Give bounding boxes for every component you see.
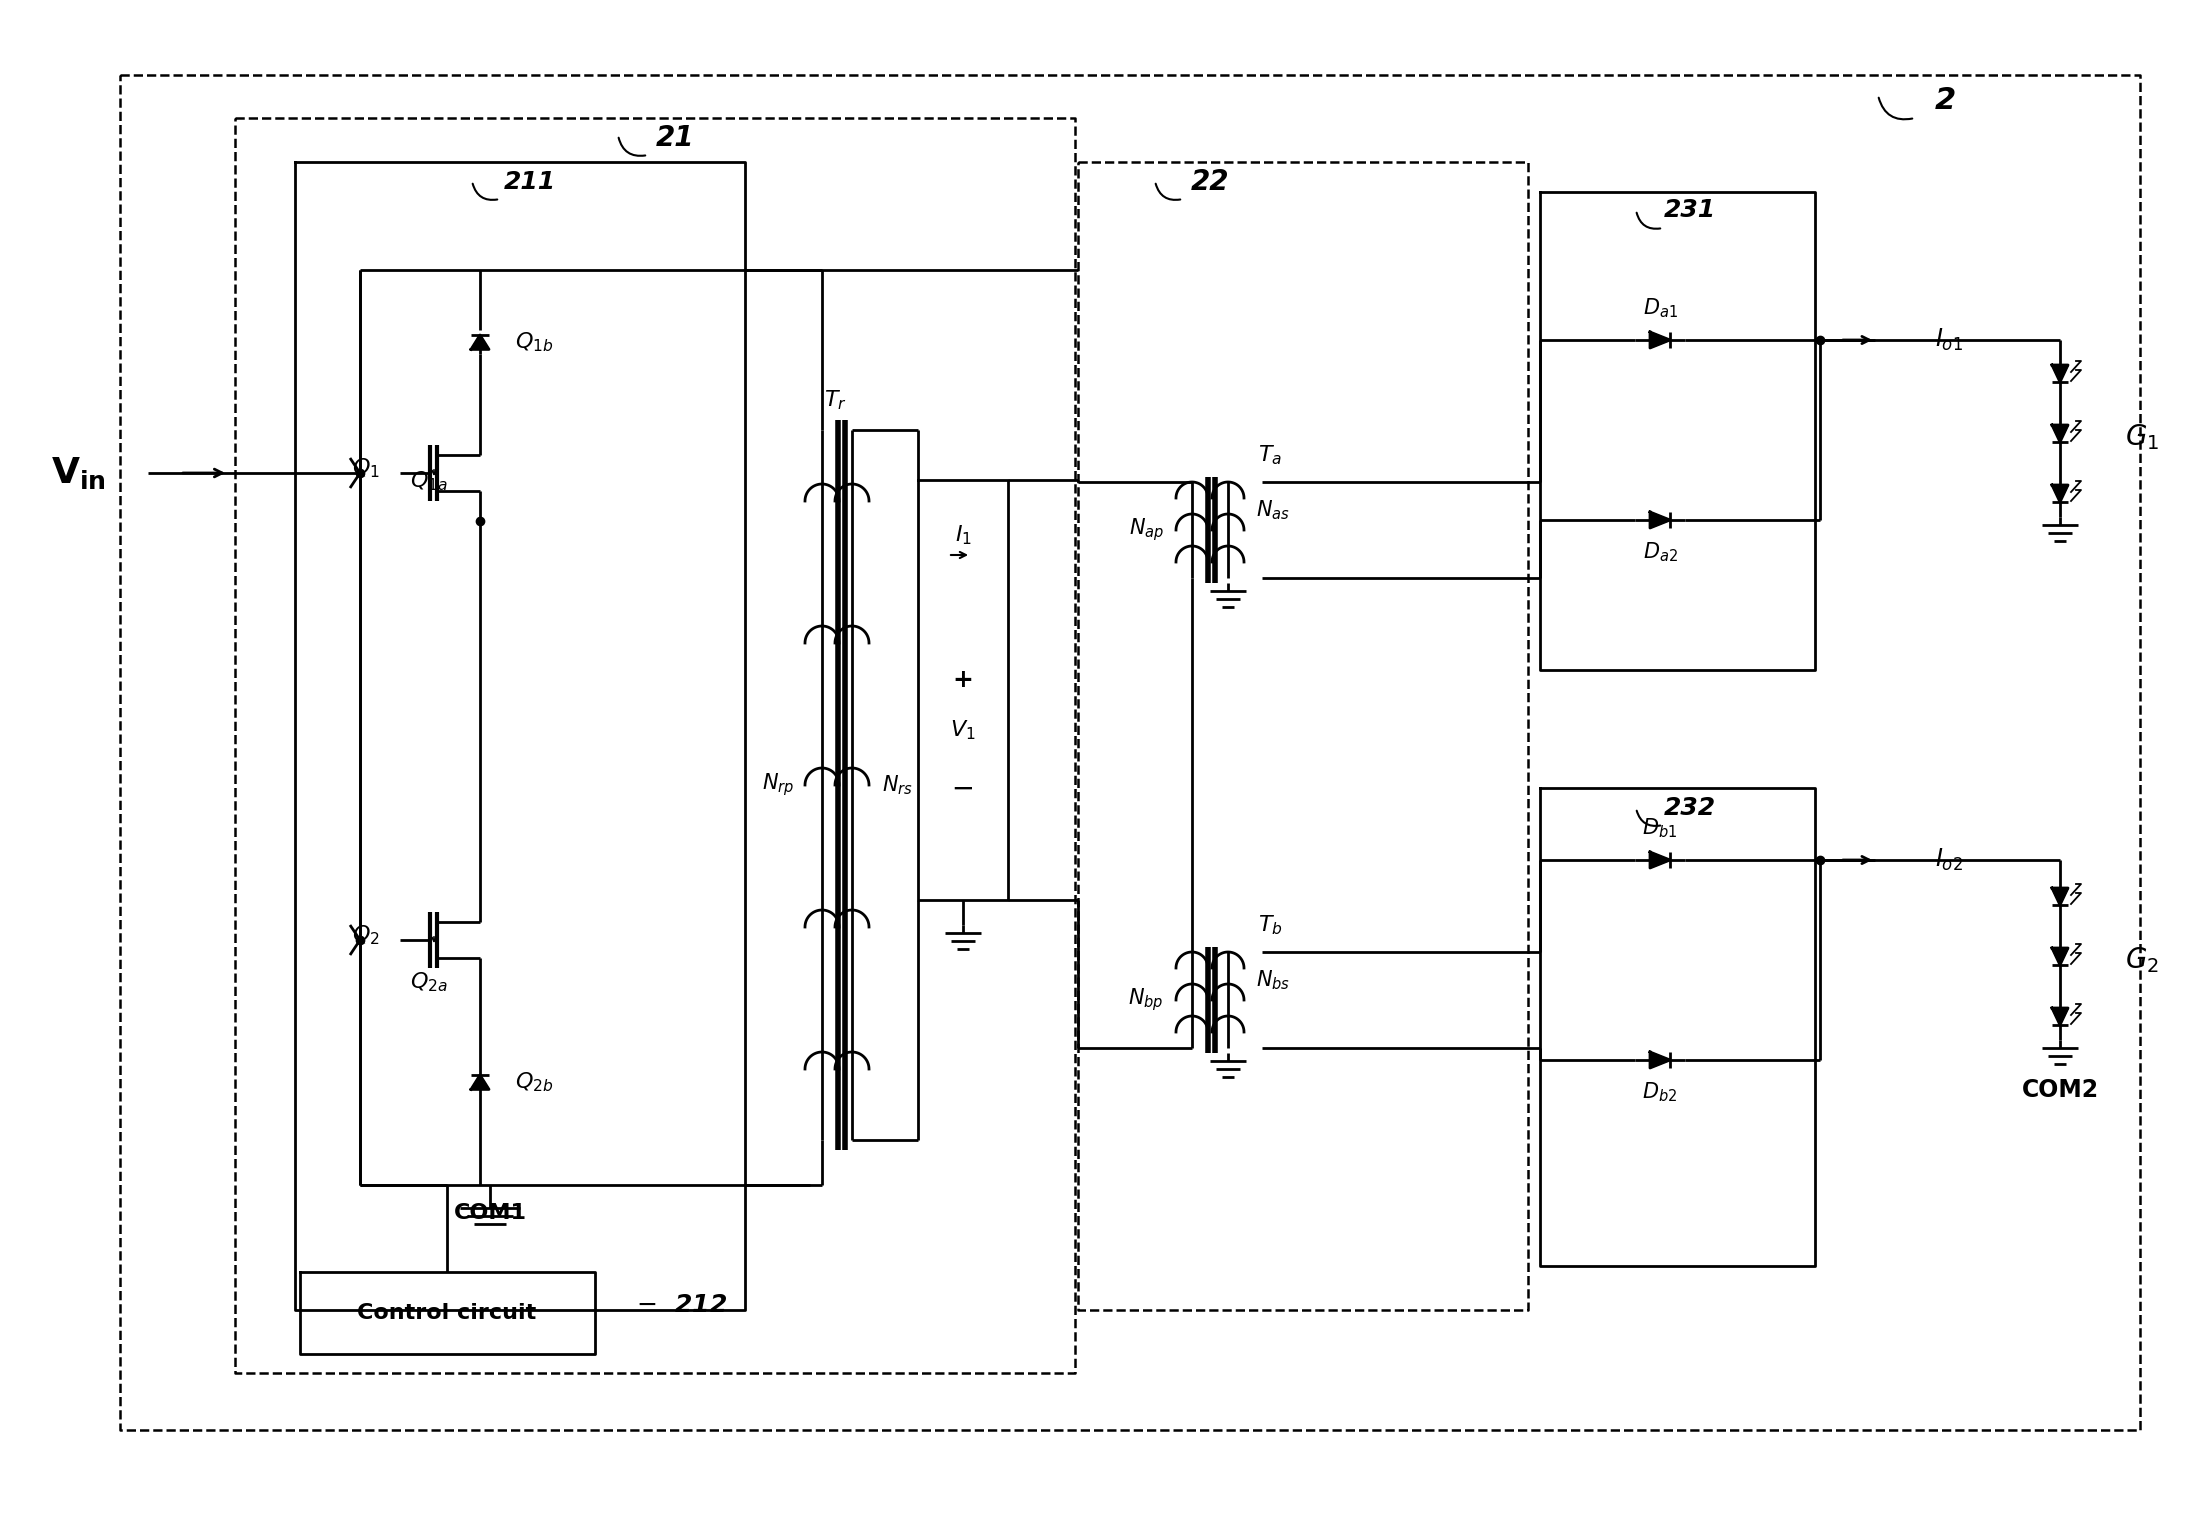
Text: $D_{a2}$: $D_{a2}$ [1643, 541, 1678, 564]
Text: $N_{as}$: $N_{as}$ [1256, 498, 1289, 521]
Text: $T_a$: $T_a$ [1259, 444, 1283, 467]
Text: $N_{bs}$: $N_{bs}$ [1256, 968, 1289, 992]
Text: $Q_{2b}$: $Q_{2b}$ [516, 1071, 553, 1094]
Text: $Q_{2a}$: $Q_{2a}$ [411, 970, 448, 994]
Text: $\mathbf{V_{in}}$: $\mathbf{V_{in}}$ [50, 454, 105, 491]
Text: $Q_2$: $Q_2$ [352, 923, 380, 947]
Text: $Q_{1b}$: $Q_{1b}$ [516, 330, 553, 355]
Text: 22: 22 [1191, 168, 1230, 195]
Text: $D_{b1}$: $D_{b1}$ [1643, 817, 1678, 839]
Text: $I_1$: $I_1$ [955, 523, 972, 547]
Polygon shape [2052, 1007, 2067, 1026]
Text: $N_{ap}$: $N_{ap}$ [1130, 517, 1165, 544]
Text: $-$  212: $-$ 212 [636, 1292, 728, 1317]
Text: +: + [953, 668, 975, 692]
Text: $V_1$: $V_1$ [950, 718, 977, 742]
Text: COM1: COM1 [454, 1203, 527, 1223]
Polygon shape [472, 335, 489, 350]
Polygon shape [2052, 426, 2067, 442]
Text: $N_{rs}$: $N_{rs}$ [883, 773, 913, 797]
Text: 231: 231 [1665, 198, 1715, 223]
Text: $T_b$: $T_b$ [1259, 914, 1283, 936]
Text: $T_r$: $T_r$ [824, 388, 846, 412]
Polygon shape [2052, 888, 2067, 904]
Text: $I_{o1}$: $I_{o1}$ [1936, 327, 1962, 353]
Text: ─: ─ [955, 776, 972, 804]
Polygon shape [2052, 948, 2067, 965]
Text: 21: 21 [656, 124, 695, 152]
Text: 211: 211 [505, 170, 555, 194]
Text: 2: 2 [1934, 85, 1956, 115]
Text: $D_{a1}$: $D_{a1}$ [1643, 297, 1678, 320]
Polygon shape [1650, 332, 1669, 348]
Polygon shape [472, 1076, 489, 1089]
Text: Control circuit: Control circuit [358, 1303, 538, 1323]
Text: $I_{o2}$: $I_{o2}$ [1936, 847, 1962, 873]
Text: $Q_{1a}$: $Q_{1a}$ [411, 470, 448, 492]
Text: 232: 232 [1665, 795, 1715, 820]
Text: $D_{b2}$: $D_{b2}$ [1643, 1080, 1678, 1104]
Polygon shape [1650, 851, 1669, 868]
Text: $N_{bp}$: $N_{bp}$ [1127, 986, 1165, 1014]
Text: $G_2$: $G_2$ [2126, 945, 2159, 974]
Polygon shape [2052, 365, 2067, 382]
Text: $G_1$: $G_1$ [2126, 423, 2159, 451]
Polygon shape [2052, 485, 2067, 501]
Text: COM2: COM2 [2021, 1079, 2098, 1101]
Polygon shape [1650, 512, 1669, 529]
Text: $Q_1$: $Q_1$ [352, 456, 380, 480]
Text: $N_{rp}$: $N_{rp}$ [763, 771, 793, 798]
Polygon shape [1650, 1051, 1669, 1068]
